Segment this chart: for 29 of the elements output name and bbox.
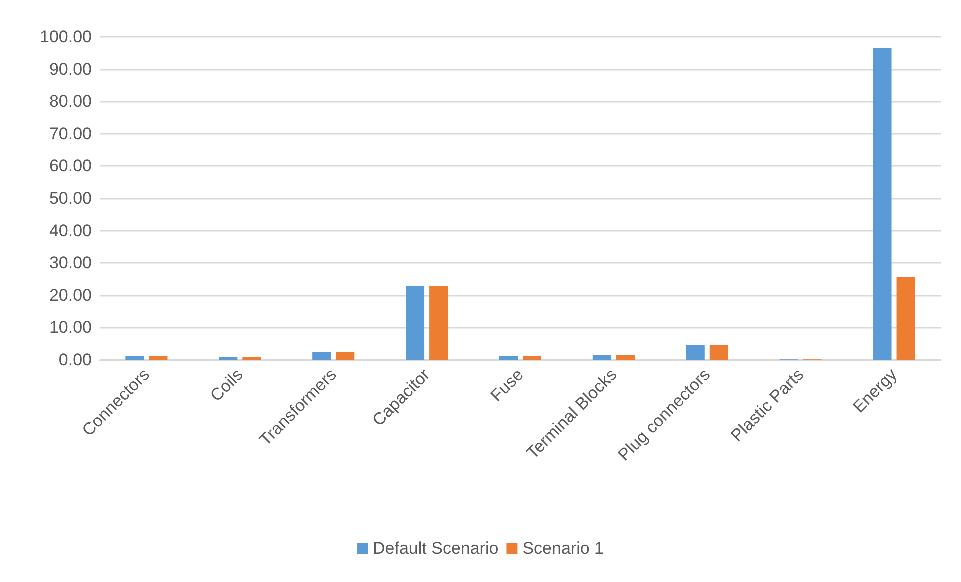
y-tick-label: 90.00 [49, 60, 92, 79]
bar [430, 286, 448, 360]
legend-label: Scenario 1 [522, 539, 604, 558]
y-tick-label: 50.00 [49, 189, 92, 208]
bar [242, 357, 262, 360]
bar [710, 345, 728, 360]
y-tick-label: 30.00 [49, 254, 92, 273]
bar [499, 356, 518, 360]
bar [149, 356, 168, 360]
y-tick-label: 0.00 [58, 350, 92, 370]
bar [523, 356, 542, 360]
legend-label: Default Scenario [373, 539, 499, 558]
bar [686, 345, 705, 360]
y-tick-label: 10.00 [49, 318, 92, 338]
bar [896, 276, 916, 360]
bar [219, 357, 238, 360]
bar [312, 352, 332, 360]
bar [873, 48, 892, 360]
y-tick-label: 70.00 [49, 124, 92, 144]
y-tick-label: 60.00 [49, 156, 92, 176]
y-tick-label: 20.00 [49, 286, 92, 305]
bar [592, 355, 612, 360]
bar [406, 286, 425, 360]
bar [616, 355, 635, 360]
y-tick-label: 80.00 [49, 92, 92, 112]
y-tick-label: 40.00 [49, 221, 92, 240]
y-tick-label: 100.00 [40, 28, 92, 46]
bar [336, 352, 355, 360]
bar [126, 356, 144, 360]
